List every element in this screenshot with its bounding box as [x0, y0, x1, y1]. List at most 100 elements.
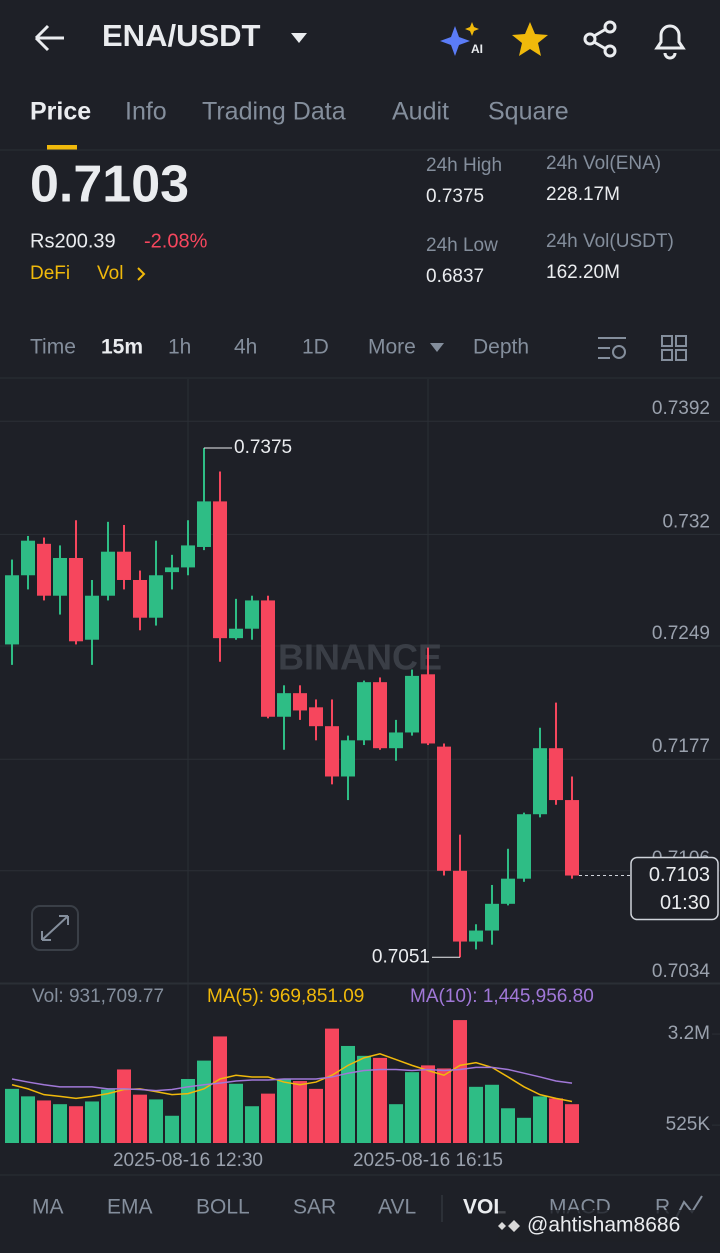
y-tick-label: 0.7034 [652, 961, 711, 982]
dropdown-icon[interactable] [291, 33, 307, 43]
tab[interactable]: Trading Data [202, 98, 346, 126]
stat-label: 24h Vol(USDT) [546, 231, 674, 252]
volume-bar [53, 1104, 67, 1143]
candle-body [117, 551, 131, 580]
binance-logo [498, 1220, 520, 1232]
last-price-box [630, 856, 719, 921]
candle-body [293, 693, 307, 711]
indicator[interactable]: EMA [107, 1196, 153, 1219]
volume-legend: MA(5): 969,851.09 [207, 986, 364, 1007]
ma-line [11, 1066, 573, 1092]
tab[interactable]: Price [30, 98, 91, 126]
volume-bar [149, 1099, 163, 1143]
volume-bar [565, 1104, 579, 1143]
candle-body [373, 682, 387, 749]
volume-bar [485, 1084, 499, 1143]
bell-icon[interactable] [654, 24, 686, 60]
countdown: 01:30 [660, 892, 710, 914]
volume-bar [101, 1089, 115, 1143]
y-tick-label: 0.7177 [652, 736, 710, 757]
volume-bar [229, 1083, 243, 1143]
candle-body [469, 930, 483, 942]
ai-icon[interactable]: AI [440, 22, 483, 56]
pair-title[interactable]: ENA/USDT [102, 18, 261, 53]
candle-body [101, 551, 115, 596]
candle-body [389, 732, 403, 749]
volume-bar [309, 1088, 323, 1143]
volume-legend: Vol: 931,709.77 [32, 986, 164, 1007]
indicator[interactable]: VOL [463, 1196, 506, 1219]
volume-bar [213, 1036, 227, 1143]
volume-bar [21, 1096, 35, 1143]
candle-body [165, 567, 179, 573]
y-tick-label: 0.7249 [652, 623, 710, 644]
dropdown-icon[interactable] [430, 343, 444, 352]
candle-body [501, 878, 515, 904]
y-tick-label: 0.732 [662, 511, 710, 532]
indicator[interactable]: SAR [293, 1196, 336, 1219]
local-price: Rs200.39 [30, 230, 116, 252]
interval[interactable]: 15m [101, 336, 143, 359]
candle-body [213, 501, 227, 639]
candle-body [181, 545, 195, 568]
indicator[interactable]: MA [32, 1196, 64, 1219]
volume-bar [389, 1104, 403, 1143]
indicator[interactable]: BOLL [196, 1196, 250, 1219]
interval[interactable]: 4h [234, 336, 257, 359]
tab[interactable]: Audit [392, 98, 449, 126]
stat-value: 162.20M [546, 262, 620, 283]
expand-button[interactable] [31, 905, 79, 951]
candle-body [21, 540, 35, 576]
back-icon[interactable] [34, 24, 64, 52]
layout-icon[interactable] [661, 335, 687, 361]
candle-body [549, 748, 563, 801]
interval[interactable]: Time [30, 336, 76, 359]
interval[interactable]: Depth [473, 336, 529, 359]
volume-bar [357, 1055, 371, 1143]
candle-body [309, 707, 323, 727]
watermark: @ahtisham8686 [527, 1214, 680, 1237]
tab[interactable]: Info [125, 98, 167, 126]
indicator[interactable]: AVL [378, 1196, 416, 1219]
expand-icon [41, 915, 69, 941]
candle-body [85, 595, 99, 640]
stat-label: 24h High [426, 155, 502, 176]
volume-bar [453, 1020, 467, 1143]
candle-body [37, 543, 51, 596]
share-icon[interactable] [583, 20, 617, 58]
candle-body [341, 740, 355, 777]
volume-bar [469, 1086, 483, 1143]
watermark: BINANCE [278, 637, 442, 678]
stat-label: 24h Low [426, 235, 498, 256]
stat-value: 228.17M [546, 184, 620, 205]
volume-bar [325, 1028, 339, 1143]
tab[interactable]: Square [488, 98, 569, 126]
candle-body [277, 693, 291, 717]
last-price-label: 0.7103 [649, 864, 710, 886]
tag[interactable]: DeFi [30, 263, 70, 284]
tag[interactable]: Vol [97, 263, 123, 284]
volume-bar [117, 1069, 131, 1143]
volume-bar [421, 1065, 435, 1143]
candle-body [197, 501, 211, 547]
last-price: 0.7103 [30, 156, 189, 214]
interval[interactable]: 1h [168, 336, 191, 359]
x-tick-label: 2025-08-16 12:30 [113, 1150, 263, 1171]
ma-line [11, 1053, 573, 1103]
volume-bar [37, 1100, 51, 1143]
tab-indicator [47, 145, 77, 150]
candle-body [533, 748, 547, 815]
volume-bar [405, 1072, 419, 1143]
favorite-icon[interactable] [512, 22, 548, 56]
candle-body [325, 726, 339, 777]
interval[interactable]: 1D [302, 336, 329, 359]
candle-body [229, 628, 243, 639]
interval[interactable]: More [368, 336, 416, 359]
volume-bar [549, 1098, 563, 1143]
settings-icon[interactable] [598, 337, 626, 359]
candle-body [53, 557, 67, 596]
y2-tick-label: 525K [666, 1114, 711, 1135]
candle-body [149, 575, 163, 618]
candle-body [405, 675, 419, 733]
